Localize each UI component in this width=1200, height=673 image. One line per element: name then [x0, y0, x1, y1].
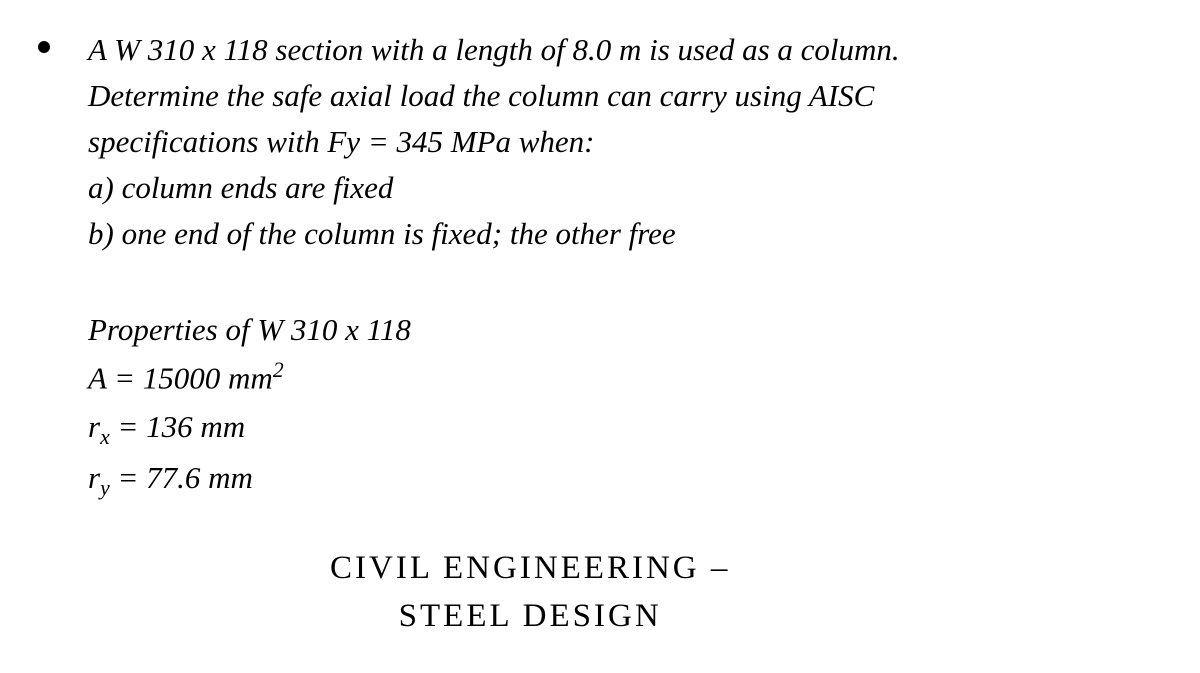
handwriting-line-1: CIVIL ENGINEERING –: [330, 545, 730, 593]
properties-heading: Properties of W 310 x 118: [88, 306, 1170, 354]
property-rx: rx = 136 mm: [88, 403, 1170, 455]
rx-symbol: r: [88, 409, 100, 444]
problem-statement: A W 310 x 118 section with a length of 8…: [88, 28, 1170, 256]
handwritten-note: CIVIL ENGINEERING – STEEL DESIGN: [330, 545, 730, 641]
problem-line-2: Determine the safe axial load the column…: [88, 74, 1170, 118]
area-label: A =: [88, 360, 143, 395]
problem-part-b: b) one end of the column is fixed; the o…: [88, 212, 1170, 256]
area-exponent: 2: [273, 358, 284, 382]
ry-symbol: r: [88, 460, 100, 495]
ry-subscript: y: [100, 477, 110, 501]
rx-value: = 136 mm: [110, 409, 245, 444]
rx-subscript: x: [100, 425, 110, 449]
property-area: A = 15000 mm2: [88, 354, 1170, 402]
section-properties: Properties of W 310 x 118 A = 15000 mm2 …: [88, 306, 1170, 506]
ry-value: = 77.6 mm: [110, 460, 253, 495]
page: A W 310 x 118 section with a length of 8…: [0, 0, 1200, 673]
property-ry: ry = 77.6 mm: [88, 454, 1170, 506]
problem-line-3: specifications with Fy = 345 MPa when:: [88, 120, 1170, 164]
area-value: 15000 mm: [143, 360, 273, 395]
bullet-icon: [38, 41, 50, 53]
problem-line-1: A W 310 x 118 section with a length of 8…: [88, 28, 1170, 72]
problem-part-a: a) column ends are fixed: [88, 166, 1170, 210]
handwriting-line-2: STEEL DESIGN: [330, 593, 730, 641]
